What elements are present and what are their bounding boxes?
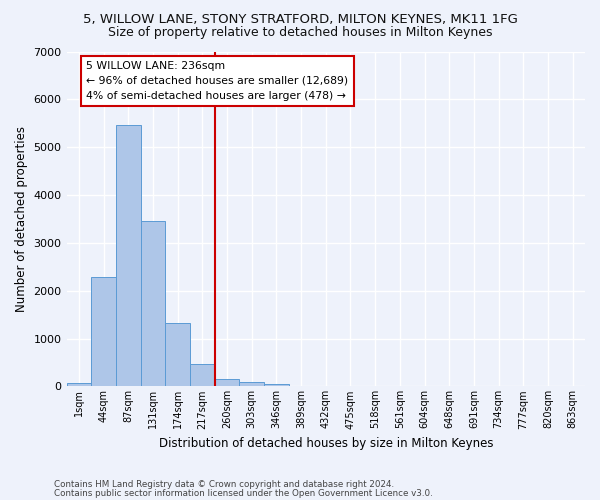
Bar (140, 222, 165, 386)
Text: 5 WILLOW LANE: 236sqm
← 96% of detached houses are smaller (12,689)
4% of semi-d: 5 WILLOW LANE: 236sqm ← 96% of detached … (86, 61, 349, 100)
Text: 5, WILLOW LANE, STONY STRATFORD, MILTON KEYNES, MK11 1FG: 5, WILLOW LANE, STONY STRATFORD, MILTON … (83, 12, 517, 26)
Bar (215, 378, 239, 386)
Text: Size of property relative to detached houses in Milton Keynes: Size of property relative to detached ho… (108, 26, 492, 39)
Text: Contains public sector information licensed under the Open Government Licence v3: Contains public sector information licen… (54, 488, 433, 498)
Bar (116, 124, 140, 386)
Bar (239, 382, 264, 386)
Text: Contains HM Land Registry data © Crown copyright and database right 2024.: Contains HM Land Registry data © Crown c… (54, 480, 394, 489)
Bar (67, 382, 91, 386)
Bar (165, 323, 190, 386)
Bar (190, 364, 215, 386)
Y-axis label: Number of detached properties: Number of detached properties (15, 126, 28, 312)
Bar (264, 384, 289, 386)
Bar (91, 278, 116, 386)
X-axis label: Distribution of detached houses by size in Milton Keynes: Distribution of detached houses by size … (158, 437, 493, 450)
